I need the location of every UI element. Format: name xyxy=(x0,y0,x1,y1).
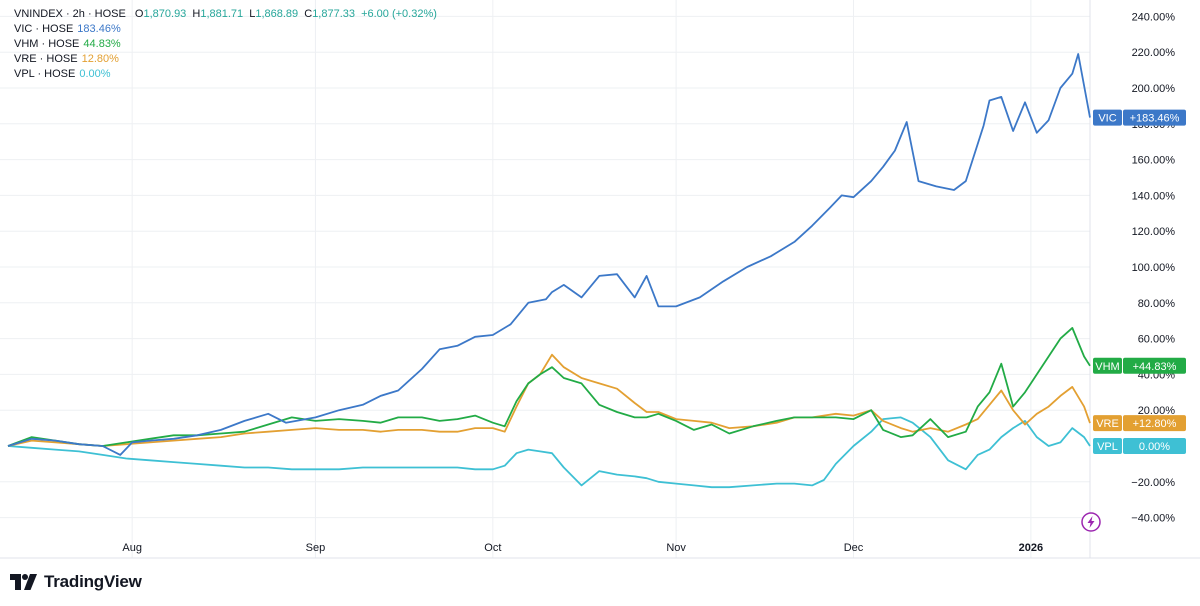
series-lines xyxy=(7,53,1091,489)
last-value-name: VPL xyxy=(1097,441,1118,453)
high-value: 1,881.71 xyxy=(200,8,244,20)
tradingview-logo-icon xyxy=(10,574,37,590)
legend-vpl-value: 0.00% xyxy=(79,68,111,80)
x-axis-ticks: Aug Sep Oct Nov Dec 2026 xyxy=(122,542,1043,554)
high-label: H xyxy=(192,8,201,20)
last-value-vic: VIC +183.46% xyxy=(1093,109,1186,126)
tradingview-logo[interactable]: TradingView xyxy=(10,572,142,592)
change-value: +6.00 (+0.32%) xyxy=(361,8,437,20)
last-value-name: VRE xyxy=(1096,418,1119,430)
series-line-vpl[interactable] xyxy=(7,416,1091,489)
legend-vre-name: VRE · HOSE xyxy=(14,53,78,65)
y-tick-label: −20.00% xyxy=(1131,477,1175,489)
legend-vhm-value: 44.83% xyxy=(83,38,121,50)
x-tick-label: Oct xyxy=(484,542,501,554)
legend-main-row[interactable]: VNINDEX · 2h · HOSE O1,870.93 H1,881.71 … xyxy=(14,7,437,22)
last-value-name: VIC xyxy=(1098,113,1116,125)
series-line-vic[interactable] xyxy=(7,53,1091,456)
last-value-number: 0.00% xyxy=(1139,441,1170,453)
y-tick-label: 100.00% xyxy=(1132,262,1176,274)
last-value-vhm: VHM +44.83% xyxy=(1093,357,1186,374)
legend-row-vhm[interactable]: VHM · HOSE 44.83% xyxy=(14,37,437,52)
y-tick-label: 160.00% xyxy=(1132,155,1176,167)
series-line-vhm[interactable] xyxy=(7,326,1091,447)
chart-legend: VNINDEX · 2h · HOSE O1,870.93 H1,881.71 … xyxy=(14,7,437,82)
last-value-vpl: VPL 0.00% xyxy=(1093,438,1186,454)
last-value-vre: VRE +12.80% xyxy=(1093,415,1186,432)
last-value-number: +44.83% xyxy=(1133,361,1177,373)
x-tick-label: Sep xyxy=(306,542,326,554)
open-value: 1,870.93 xyxy=(143,8,187,20)
tradingview-brand: TradingView xyxy=(44,572,142,591)
legend-row-vic[interactable]: VIC · HOSE 183.46% xyxy=(14,22,437,37)
y-tick-label: −40.00% xyxy=(1131,513,1175,525)
close-label: C xyxy=(304,8,313,20)
x-tick-label: 2026 xyxy=(1019,542,1043,554)
main-symbol-name: VNINDEX · 2h · HOSE xyxy=(14,8,126,20)
last-value-labels: VIC +183.46% VHM +44.83% VRE +12.80% VPL 0.00% xyxy=(1093,109,1186,454)
y-tick-label: 80.00% xyxy=(1138,298,1176,310)
legend-row-vpl[interactable]: VPL · HOSE 0.00% xyxy=(14,67,437,82)
y-tick-label: 20.00% xyxy=(1138,405,1176,417)
x-tick-label: Dec xyxy=(844,542,864,554)
low-label: L xyxy=(249,8,256,20)
legend-row-vre[interactable]: VRE · HOSE 12.80% xyxy=(14,52,437,67)
series-line-vre[interactable] xyxy=(7,353,1091,447)
y-tick-label: 140.00% xyxy=(1132,190,1176,202)
x-tick-label: Aug xyxy=(122,542,142,554)
legend-vhm-name: VHM · HOSE xyxy=(14,38,80,50)
last-value-name: VHM xyxy=(1095,361,1119,373)
legend-vre-value: 12.80% xyxy=(81,53,119,65)
y-tick-label: 60.00% xyxy=(1138,334,1176,346)
close-value: 1,877.33 xyxy=(312,8,356,20)
legend-vic-value: 183.46% xyxy=(77,23,121,35)
y-tick-label: 200.00% xyxy=(1132,83,1176,95)
open-label: O xyxy=(134,8,144,20)
last-value-number: +183.46% xyxy=(1130,113,1180,125)
legend-vic-name: VIC · HOSE xyxy=(14,23,74,35)
y-tick-label: 220.00% xyxy=(1132,47,1176,59)
legend-vpl-name: VPL · HOSE xyxy=(14,68,76,80)
last-value-number: +12.80% xyxy=(1133,418,1177,430)
x-tick-label: Nov xyxy=(666,542,686,554)
low-value: 1,868.89 xyxy=(255,8,299,20)
grid xyxy=(0,0,1090,558)
y-tick-label: 120.00% xyxy=(1132,226,1176,238)
y-tick-label: 240.00% xyxy=(1132,11,1176,23)
lightning-icon[interactable] xyxy=(1081,512,1101,532)
